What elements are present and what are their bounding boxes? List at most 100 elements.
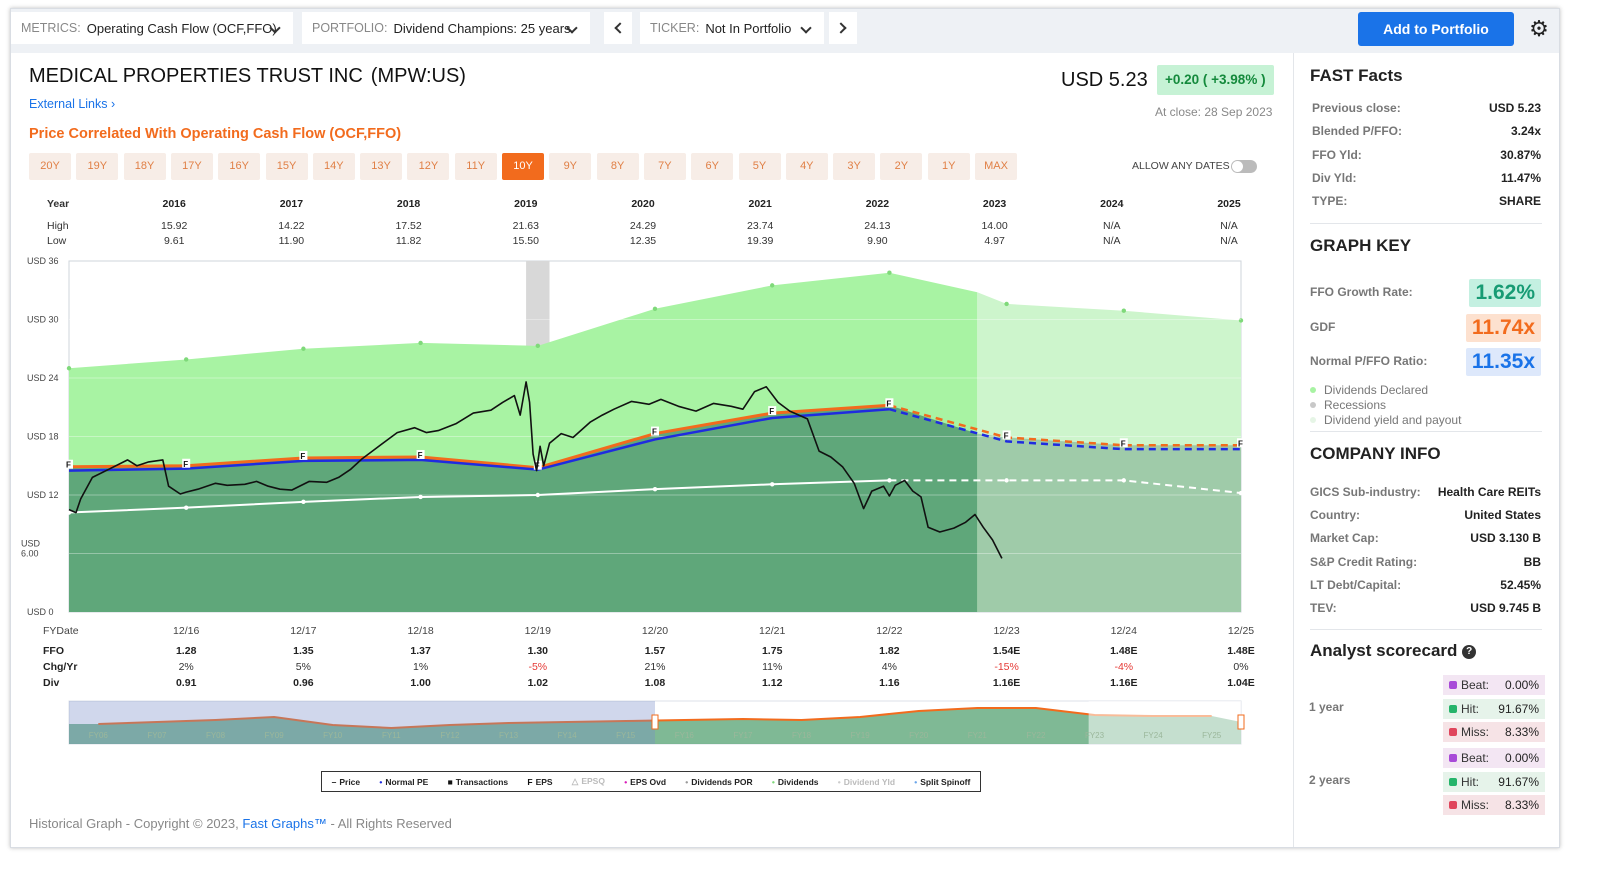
fast-fact-key: TYPE:	[1312, 194, 1348, 209]
company-info-value: 52.45%	[1500, 577, 1541, 592]
fast-graphs-link[interactable]: Fast Graphs™	[242, 816, 327, 831]
legend-item[interactable]: ■ Transactions	[448, 777, 509, 787]
navigator-label: FY15	[616, 731, 636, 740]
range-button-20y[interactable]: 20Y	[29, 153, 71, 180]
normal-pe-forecast-line	[889, 407, 1241, 451]
navigator-left-handle[interactable]	[651, 714, 659, 730]
legend-item[interactable]: △ EPSQ	[572, 776, 605, 787]
chevron-right-icon: ›	[111, 97, 116, 111]
help-icon[interactable]: ?	[1462, 645, 1477, 659]
dividend-point	[301, 499, 306, 505]
range-button-14y[interactable]: 14Y	[312, 153, 355, 180]
range-button-1y[interactable]: 1Y	[927, 153, 970, 180]
range-button-4y[interactable]: 4Y	[785, 153, 828, 180]
chg-cell: -4%	[1114, 661, 1133, 673]
fast-fact-value: 3.24x	[1510, 124, 1541, 139]
low-cell: 9.61	[163, 235, 185, 247]
range-button-3y[interactable]: 3Y	[833, 153, 876, 180]
fast-fact-value: 30.87%	[1500, 147, 1541, 162]
navigator-label: FY16	[675, 731, 695, 740]
navigator-label: FY23	[1085, 731, 1105, 740]
range-button-10y[interactable]: 10Y	[502, 153, 544, 180]
legend-item[interactable]: • Dividends	[772, 777, 819, 787]
fydate-label: FYDate	[43, 625, 79, 637]
low-cell: 15.50	[512, 235, 539, 247]
dividend-declared-point	[66, 366, 72, 371]
next-ticker-button[interactable]	[829, 12, 857, 44]
legend-item[interactable]: F EPS	[527, 777, 552, 787]
range-button-7y[interactable]: 7Y	[643, 153, 686, 180]
add-to-portfolio-button[interactable]: Add to Portfolio	[1358, 12, 1514, 46]
range-button-11y[interactable]: 11Y	[454, 153, 497, 180]
legend-item[interactable]: • Split Spinoff	[914, 777, 970, 787]
metrics-dropdown[interactable]: METRICS: Operating Cash Flow (OCF,FFO)	[11, 12, 293, 44]
y-tick-label: USD 30	[27, 315, 59, 325]
legend-item[interactable]: • Dividends POR	[685, 777, 752, 787]
chg-cell: 0%	[1233, 661, 1248, 673]
scorecard-label: Beat:	[1461, 751, 1490, 765]
range-button-13y[interactable]: 13Y	[360, 153, 403, 180]
legend-label: Price	[339, 776, 361, 787]
external-links[interactable]: External Links ›	[29, 97, 115, 111]
legend-item[interactable]: • Dividend Yld	[838, 777, 895, 787]
ticker-value: Not In Portfolio	[705, 20, 792, 36]
dividend-point	[652, 486, 658, 492]
portfolio-dropdown[interactable]: PORTFOLIO: Dividend Champions: 25 years	[302, 12, 590, 44]
divider	[1310, 431, 1542, 432]
range-button-max[interactable]: MAX	[975, 153, 1017, 180]
key-item: Dividends Declared	[1324, 383, 1429, 397]
scorecard-miss-row: Miss: 8.33%	[1443, 722, 1545, 742]
legend-label: Dividends	[777, 776, 819, 787]
scorecard-label: Hit:	[1461, 774, 1479, 789]
y-tick-label: USD 12	[27, 490, 59, 500]
ticker-dropdown[interactable]: TICKER: Not In Portfolio	[640, 12, 824, 44]
legend-item[interactable]: • Normal PE	[379, 777, 428, 787]
chg-cell: 4%	[882, 661, 897, 673]
legend-item[interactable]: – Price	[332, 777, 361, 787]
fast-fact-value: 11.47%	[1500, 170, 1541, 185]
graph-key-value: 11.74x	[1465, 313, 1541, 342]
company-info-title: COMPANY INFO	[1310, 444, 1441, 463]
navigator-right-handle[interactable]	[1237, 714, 1245, 730]
range-button-9y[interactable]: 9Y	[549, 153, 592, 180]
range-button-19y[interactable]: 19Y	[76, 153, 119, 180]
ffo-row-label: FFO	[43, 645, 64, 657]
navigator-label: FY08	[206, 731, 226, 740]
year-cell: 2018	[396, 198, 421, 210]
legend-item[interactable]: • EPS Ovd	[624, 777, 666, 787]
range-button-16y[interactable]: 16Y	[218, 153, 261, 180]
range-navigator[interactable]: FY06 FY07 FY08 FY09 FY10 FY11 FY12 FY13 FY14 FY15…	[68, 700, 1245, 745]
range-button-17y[interactable]: 17Y	[170, 153, 213, 180]
dividend-declared-point	[301, 346, 306, 351]
legend-label: Transactions	[455, 776, 509, 787]
range-button-18y[interactable]: 18Y	[123, 153, 166, 180]
gear-icon[interactable]: ⚙	[1529, 16, 1549, 41]
dividend-declared-point	[418, 340, 423, 346]
range-button-8y[interactable]: 8Y	[596, 153, 639, 180]
range-button-12y[interactable]: 12Y	[407, 153, 450, 180]
scorecard-hit-icon	[1449, 777, 1457, 786]
eps-marker: F	[1004, 431, 1009, 440]
range-button-15y[interactable]: 15Y	[265, 153, 308, 180]
allow-dates-toggle[interactable]	[1231, 160, 1257, 173]
range-button-2y[interactable]: 2Y	[880, 153, 923, 180]
scorecard-label: Miss:	[1461, 798, 1489, 812]
dividend-declared-point	[652, 306, 658, 311]
range-button-5y[interactable]: 5Y	[738, 153, 781, 180]
low-cell: 11.82	[395, 235, 422, 247]
eps-marker-bg	[768, 406, 777, 416]
high-cell: 15.92	[161, 220, 188, 232]
dividend-point	[1238, 490, 1244, 496]
metrics-label: METRICS:	[21, 21, 81, 35]
x-tick-label: 12/18	[407, 625, 433, 637]
div-cell: 1.08	[645, 677, 666, 689]
graph-key-title: GRAPH KEY	[1310, 236, 1412, 255]
legend-symbol: F	[527, 776, 533, 787]
range-button-6y[interactable]: 6Y	[691, 153, 734, 180]
eps-marker: F	[418, 451, 423, 460]
prev-ticker-button[interactable]	[604, 12, 632, 44]
key-dot-icon	[1310, 402, 1316, 408]
legend-symbol: ■	[447, 776, 453, 787]
normal-pe-line	[68, 407, 890, 472]
